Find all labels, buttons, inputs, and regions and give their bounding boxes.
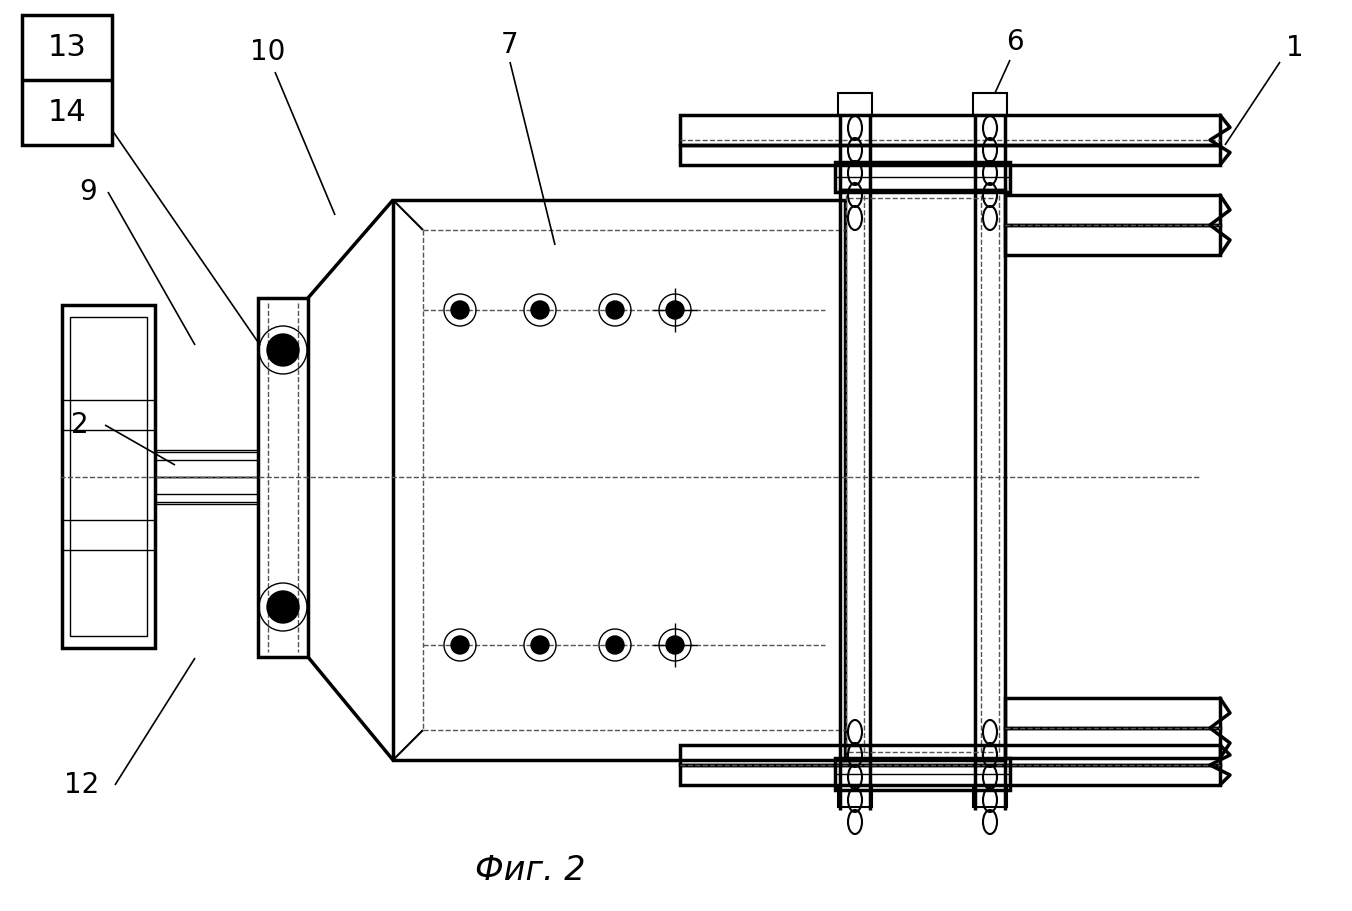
Circle shape (266, 591, 299, 623)
Text: 14: 14 (47, 98, 87, 127)
Bar (155, 477, 258, 504)
Text: 7: 7 (502, 31, 519, 59)
Text: 9: 9 (80, 178, 97, 206)
Bar (22, 15, 112, 145)
Bar (62, 305, 155, 648)
Bar (838, 93, 872, 115)
Text: 6: 6 (1006, 28, 1023, 56)
Bar (836, 758, 1010, 790)
Bar (393, 200, 845, 760)
Bar (1005, 225, 1220, 255)
Bar (836, 162, 1010, 192)
Text: 2: 2 (72, 411, 89, 439)
Bar (973, 785, 1007, 807)
Bar (1005, 728, 1220, 758)
Circle shape (266, 334, 299, 366)
Bar (680, 145, 1220, 165)
Circle shape (606, 636, 625, 654)
Circle shape (531, 301, 549, 319)
Bar (973, 93, 1007, 115)
Text: 13: 13 (47, 33, 87, 62)
Bar (155, 450, 258, 477)
Bar (680, 765, 1220, 785)
Bar (840, 190, 869, 760)
Text: Фиг. 2: Фиг. 2 (475, 854, 585, 886)
Text: 12: 12 (65, 771, 100, 799)
Bar (1005, 195, 1220, 225)
Circle shape (452, 636, 469, 654)
Bar (1005, 698, 1220, 728)
Bar (680, 745, 1220, 765)
Bar (838, 785, 872, 807)
Circle shape (667, 301, 684, 319)
Bar (680, 115, 1220, 145)
Bar (975, 190, 1005, 760)
Bar (258, 298, 308, 657)
Circle shape (531, 636, 549, 654)
Bar (70, 317, 147, 636)
Circle shape (667, 636, 684, 654)
Circle shape (606, 301, 625, 319)
Text: 10: 10 (250, 38, 285, 66)
Text: 1: 1 (1286, 34, 1303, 62)
Circle shape (452, 301, 469, 319)
